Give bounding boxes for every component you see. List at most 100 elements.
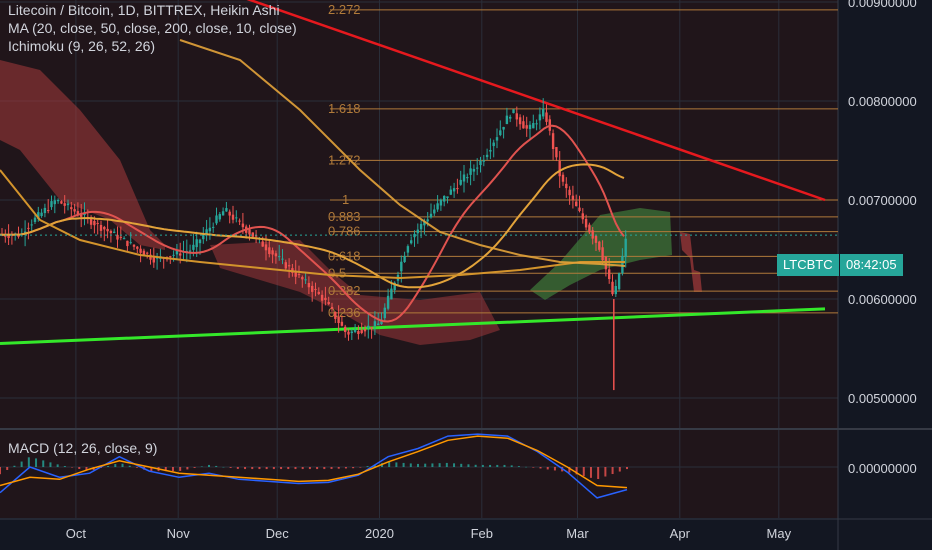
fib-label: 0.883 bbox=[328, 209, 361, 224]
ma-20-line bbox=[0, 124, 625, 323]
macd-histogram-bar bbox=[481, 464, 484, 467]
candle-body bbox=[320, 294, 324, 301]
macd-histogram-bar bbox=[438, 463, 441, 467]
ma-10-line bbox=[179, 39, 626, 267]
candle-body bbox=[528, 124, 532, 130]
macd-histogram-bar bbox=[445, 462, 448, 467]
candle-body bbox=[446, 196, 449, 198]
candle-body bbox=[360, 330, 363, 334]
candle-body bbox=[37, 212, 40, 219]
macd-histogram-bar bbox=[135, 467, 138, 468]
candle-body bbox=[518, 117, 522, 125]
macd-histogram-bar bbox=[532, 467, 535, 468]
candle-body bbox=[617, 273, 621, 290]
candle-body bbox=[367, 325, 370, 329]
y-tick-label: 0.00900000 bbox=[848, 0, 917, 10]
macd-histogram-bar bbox=[496, 464, 499, 467]
candle-body bbox=[251, 232, 254, 237]
candle-body bbox=[555, 147, 558, 158]
candle-body bbox=[370, 327, 373, 329]
candle-body bbox=[103, 226, 106, 230]
candle-body bbox=[330, 306, 334, 309]
macd-histogram-bar bbox=[467, 464, 470, 467]
candle-body bbox=[495, 137, 499, 141]
candle-body bbox=[456, 188, 459, 190]
candle-body bbox=[294, 271, 297, 277]
macd-histogram-bar bbox=[546, 467, 549, 470]
candle-body bbox=[284, 262, 287, 269]
macd-histogram-bar bbox=[626, 467, 628, 470]
macd-histogram-bar bbox=[589, 467, 592, 478]
candle-body bbox=[132, 244, 136, 247]
candle-body bbox=[30, 224, 33, 226]
ma-50-line bbox=[0, 163, 625, 289]
candle-body bbox=[578, 207, 581, 212]
support-trendline bbox=[0, 307, 826, 346]
candle-body bbox=[522, 121, 525, 129]
candle-body bbox=[604, 257, 608, 270]
macd-histogram-bar bbox=[301, 467, 304, 470]
candle-body bbox=[248, 229, 251, 235]
candle-body bbox=[89, 219, 93, 225]
candle-body bbox=[198, 239, 202, 244]
candle-body bbox=[393, 282, 396, 291]
candle-body bbox=[221, 211, 225, 216]
candle-body bbox=[317, 291, 320, 294]
candle-body bbox=[271, 250, 274, 255]
macd-histogram-bar bbox=[323, 467, 326, 470]
candle-body bbox=[545, 112, 548, 122]
candle-body bbox=[109, 230, 113, 234]
macd-histogram-bar bbox=[539, 467, 542, 469]
candle-body bbox=[416, 229, 419, 234]
macd-histogram-bar bbox=[417, 463, 419, 467]
candle-body bbox=[254, 235, 258, 237]
macd-histogram-bar bbox=[49, 462, 52, 467]
macd-histogram-bar bbox=[460, 463, 463, 467]
candle-body bbox=[538, 114, 542, 121]
y-tick-label: 0.00600000 bbox=[848, 292, 917, 307]
candle-body bbox=[377, 323, 380, 326]
x-tick-label: Apr bbox=[670, 526, 691, 541]
macd-histogram-bar bbox=[179, 467, 182, 471]
candle-body bbox=[449, 189, 452, 195]
candle-body bbox=[126, 240, 129, 247]
macd-histogram-bar bbox=[128, 465, 131, 467]
macd-histogram-bar bbox=[525, 466, 528, 468]
candle-body bbox=[542, 108, 545, 117]
macd-histogram-bar bbox=[503, 464, 506, 467]
candle-body bbox=[598, 241, 601, 250]
candle-body bbox=[195, 239, 198, 248]
candle-body bbox=[218, 214, 221, 220]
candle-body bbox=[353, 329, 357, 333]
macd-histogram-bar bbox=[229, 467, 232, 468]
macd-histogram-bar bbox=[107, 466, 110, 467]
candle-body bbox=[363, 329, 367, 332]
candle-body bbox=[83, 213, 86, 216]
ichimoku-cloud-bearish-2 bbox=[210, 240, 500, 345]
candle-body bbox=[235, 217, 238, 219]
candle-body bbox=[192, 244, 195, 250]
macd-histogram-bar bbox=[316, 467, 319, 470]
candle-body bbox=[505, 115, 509, 125]
x-tick-label: Mar bbox=[566, 526, 589, 541]
candle-body bbox=[443, 195, 446, 202]
candle-body bbox=[60, 201, 63, 204]
candle-body bbox=[76, 211, 80, 216]
macd-histogram-bar bbox=[604, 467, 607, 477]
ma-indicator-label[interactable]: MA (20, close, 50, close, 200, close, 10… bbox=[8, 20, 297, 36]
candle-body bbox=[27, 227, 30, 229]
y-tick-label: 0.00700000 bbox=[848, 193, 917, 208]
candle-body bbox=[476, 167, 479, 169]
macd-histogram-bar bbox=[63, 466, 66, 467]
macd-indicator-label[interactable]: MACD (12, 26, close, 9) bbox=[8, 440, 158, 456]
ichimoku-indicator-label[interactable]: Ichimoku (9, 26, 52, 26) bbox=[8, 38, 156, 54]
macd-histogram-bar bbox=[121, 463, 124, 467]
candle-body bbox=[106, 228, 109, 232]
macd-histogram-bar bbox=[611, 467, 614, 475]
candle-body bbox=[485, 154, 489, 158]
candle-body bbox=[311, 285, 314, 292]
candle-body bbox=[575, 201, 578, 207]
candle-body bbox=[419, 223, 423, 230]
